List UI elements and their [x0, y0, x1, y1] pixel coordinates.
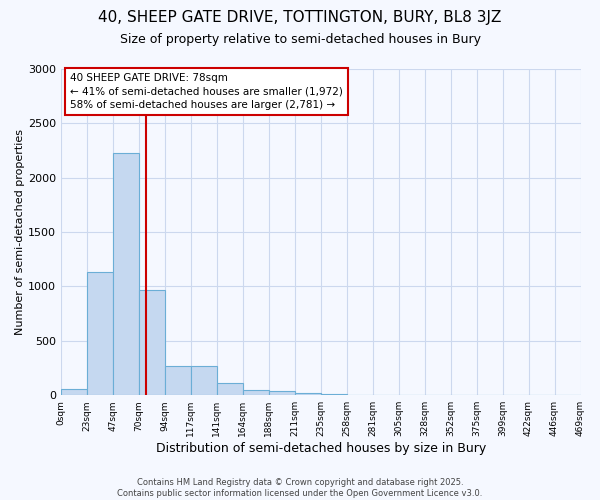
Text: Contains HM Land Registry data © Crown copyright and database right 2025.
Contai: Contains HM Land Registry data © Crown c… — [118, 478, 482, 498]
Bar — [295, 393, 320, 395]
Text: 40 SHEEP GATE DRIVE: 78sqm
← 41% of semi-detached houses are smaller (1,972)
58%: 40 SHEEP GATE DRIVE: 78sqm ← 41% of semi… — [70, 74, 343, 110]
Bar — [165, 366, 191, 395]
X-axis label: Distribution of semi-detached houses by size in Bury: Distribution of semi-detached houses by … — [155, 442, 486, 455]
Bar — [320, 394, 347, 395]
Bar — [113, 152, 139, 395]
Bar — [191, 366, 217, 395]
Bar — [139, 290, 165, 395]
Text: 40, SHEEP GATE DRIVE, TOTTINGTON, BURY, BL8 3JZ: 40, SHEEP GATE DRIVE, TOTTINGTON, BURY, … — [98, 10, 502, 25]
Bar — [217, 383, 242, 395]
Y-axis label: Number of semi-detached properties: Number of semi-detached properties — [15, 129, 25, 335]
Bar — [242, 390, 269, 395]
Bar — [61, 388, 87, 395]
Bar — [87, 272, 113, 395]
Bar — [269, 392, 295, 395]
Text: Size of property relative to semi-detached houses in Bury: Size of property relative to semi-detach… — [119, 32, 481, 46]
